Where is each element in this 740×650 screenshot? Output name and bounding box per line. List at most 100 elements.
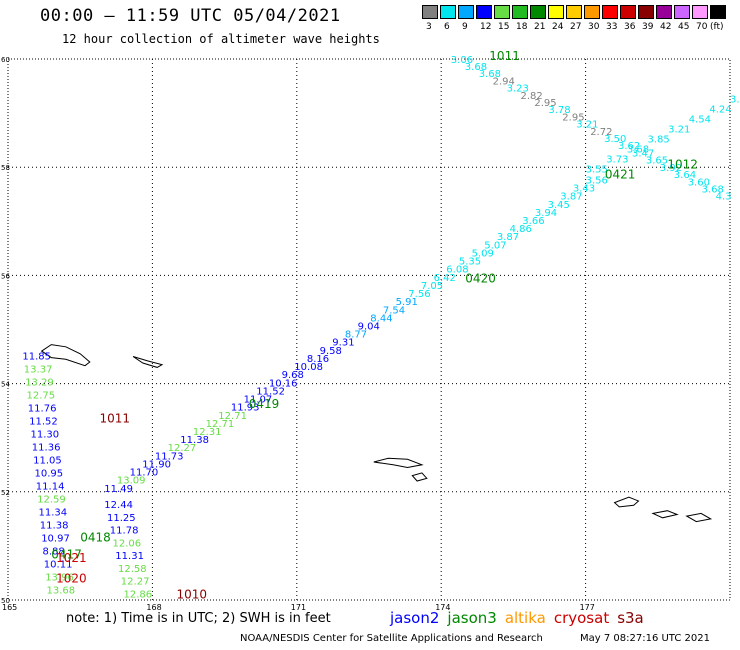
satellite-cryosat: cryosat (553, 609, 610, 627)
wave-height-label: 8.88 (43, 547, 65, 558)
wave-height-tracks: 3.063.683.682.943.232.822.953.782.953.21… (22, 55, 740, 600)
wave-height-label: 9.31 (332, 338, 354, 349)
legend-label: 27 (570, 22, 582, 32)
wave-height-label: 4.86 (510, 224, 532, 235)
page-title: 00:00 – 11:59 UTC 05/04/2021 (40, 6, 341, 26)
wave-height-label: 11.85 (22, 351, 51, 362)
legend-swatch (440, 5, 456, 19)
landmass-aleutian-2 (651, 510, 679, 519)
pass-time-label: 0420 (465, 271, 496, 285)
wave-height-label: 2.82 (521, 91, 543, 102)
legend-label: 6 (444, 22, 450, 32)
axis-tick-labels: 165 168 171 174 177 60 58 56 54 52 50 (1, 56, 595, 612)
wave-height-label: 3.21 (668, 124, 690, 135)
wave-height-label: 11.52 (256, 386, 285, 397)
legend-label: 45 (678, 22, 690, 32)
wave-height-label: 13.09 (117, 476, 146, 487)
wave-height-label: 3.9 (730, 94, 740, 105)
wave-height-label: 3.68 (627, 145, 649, 156)
wave-height-label: 3.94 (535, 208, 557, 219)
wave-height-label: 5.07 (484, 240, 506, 251)
wave-height-label: 4.54 (689, 114, 711, 125)
legend-swatch (656, 5, 672, 19)
credit-text: NOAA/NESDIS Center for Satellite Applica… (240, 633, 543, 644)
pass-time-label: 0418 (80, 531, 111, 545)
legend-swatch (710, 5, 726, 19)
legend-swatch (512, 5, 528, 19)
legend-swatch (584, 5, 600, 19)
wave-height-label: 3.87 (497, 232, 519, 243)
legend-label: 36 (624, 22, 636, 32)
legend-swatch (638, 5, 654, 19)
wave-height-label: 8.44 (370, 313, 392, 324)
wave-height-label: 11.78 (110, 526, 139, 537)
wave-height-label: 3.43 (573, 184, 595, 195)
legend-swatch (476, 5, 492, 19)
satellite-legend: jason2 jason3 altika cryosat s3a (390, 609, 652, 627)
wave-height-label: 6.08 (446, 265, 468, 276)
wave-height-label: 3.23 (507, 84, 529, 95)
legend-label: 24 (552, 22, 564, 32)
footer-note: note: 1) Time is in UTC; 2) SWH is in fe… (66, 611, 331, 626)
lat-tick-label: 54 (1, 381, 10, 389)
wave-height-label: 3.68 (702, 185, 724, 196)
wave-height-label: 5.09 (472, 249, 494, 260)
wave-height-label: 3.21 (576, 120, 598, 131)
map-frame (7, 58, 731, 601)
wave-height-label: 3.47 (632, 148, 654, 159)
legend-label: 39 (642, 22, 654, 32)
legend-swatch (674, 5, 690, 19)
wave-height-label: 10.11 (44, 560, 73, 571)
legend-label: 42 (660, 22, 672, 32)
wave-height-label: 11.38 (180, 435, 209, 446)
wave-height-label: 12.27 (168, 443, 197, 454)
pass-time-label: 1020 (56, 572, 87, 586)
wave-height-label: 13.29 (25, 377, 54, 388)
page-subtitle: 12 hour collection of altimeter wave hei… (62, 32, 380, 46)
wave-height-label: 3.92 (660, 163, 682, 174)
legend-swatch (494, 5, 510, 19)
wave-height-label: 8.77 (345, 330, 367, 341)
wave-height-label: 7.56 (408, 289, 430, 300)
pass-time-label: 1021 (56, 551, 87, 565)
pass-time-label: 0421 (605, 168, 636, 182)
wave-height-label: 7.54 (383, 305, 405, 316)
legend-label: 3 (426, 22, 432, 32)
landmass-aleutian-3 (685, 512, 713, 523)
wave-height-label: 2.95 (534, 98, 556, 109)
wave-height-label: 13.96 (45, 573, 74, 584)
lon-tick-label: 165 (2, 603, 17, 612)
wave-height-label: 3.78 (548, 105, 570, 116)
landmasses (40, 344, 713, 523)
wave-height-label: 11.30 (31, 429, 60, 440)
wave-height-label: 11.07 (244, 395, 273, 406)
wave-height-label: 3.60 (688, 177, 710, 188)
wave-height-label: 12.44 (104, 500, 133, 511)
wave-height-label: 11.73 (155, 451, 184, 462)
pass-time-label: 1011 (489, 49, 520, 63)
wave-height-label: 3.56 (586, 175, 608, 186)
landmass-aleutian-1 (613, 496, 640, 508)
legend-swatch (422, 5, 438, 19)
wave-height-label: 12.06 (113, 538, 142, 549)
wave-height-label: 3.85 (648, 135, 670, 146)
wave-height-label: 3.55 (586, 165, 608, 176)
wave-height-label: 8.16 (307, 354, 329, 365)
wave-height-label: 12.27 (121, 577, 150, 588)
lon-tick-label: 177 (580, 603, 595, 612)
generated-timestamp: May 7 08:27:16 UTC 2021 (580, 633, 710, 644)
wave-height-label: 3.62 (618, 141, 640, 152)
wave-height-label: 10.95 (35, 468, 64, 479)
wave-height-label: 11.05 (33, 455, 62, 466)
wave-height-label: 3.50 (604, 134, 626, 145)
legend-label: 33 (606, 22, 618, 32)
legend-label: 12 (480, 22, 492, 32)
wave-height-label: 4.3 (716, 192, 732, 203)
wave-height-label: 5.91 (396, 297, 418, 308)
lon-tick-label: 168 (146, 603, 161, 612)
wave-height-label: 12.71 (218, 411, 247, 422)
legend-label: 15 (498, 22, 510, 32)
pass-time-label: 1011 (100, 412, 131, 426)
lat-tick-label: 52 (1, 489, 10, 497)
